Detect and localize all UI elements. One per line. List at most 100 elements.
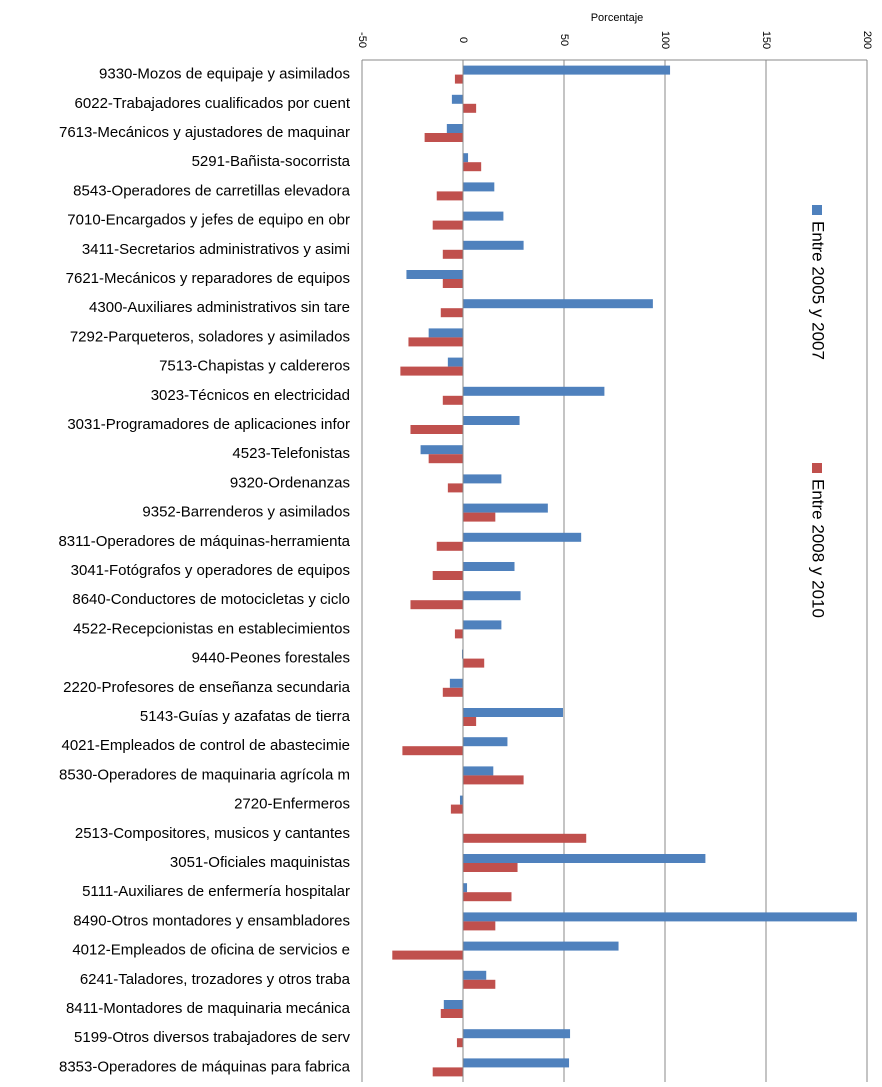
legend-swatch (812, 205, 822, 215)
y-tick-label: 3051-Oficiales maquinistas (170, 854, 350, 871)
bar (400, 366, 463, 376)
bar (463, 562, 515, 571)
y-tick-label: 3023-Técnicos en electricidad (151, 387, 350, 404)
bar (463, 854, 706, 863)
bar (424, 133, 463, 142)
y-tick-label: 9440-Peones forestales (192, 650, 350, 667)
bar (410, 425, 463, 434)
bar (463, 591, 521, 601)
x-tick-label: 100 (659, 31, 671, 49)
bar (463, 941, 619, 951)
bar (442, 249, 463, 259)
bar (463, 1029, 571, 1039)
bar (436, 191, 463, 201)
y-tick-label: 8490-Otros montadores y ensambladores (73, 912, 350, 929)
bar (463, 833, 587, 843)
bar (463, 416, 520, 425)
bar (442, 279, 463, 288)
y-tick-label: 5143-Guías y azafatas de tierra (140, 708, 351, 725)
y-tick-label: 9352-Barrenderos y asimilados (142, 504, 350, 521)
x-tick-label: 150 (760, 31, 772, 49)
y-tick-label: 3411-Secretarios administrativos y asimi (82, 241, 350, 258)
y-tick-label: 4523-Telefonistas (232, 445, 350, 462)
y-tick-label: 2720-Enfermeros (234, 796, 350, 813)
bar (463, 883, 468, 893)
bar (463, 863, 518, 872)
bar (442, 395, 463, 405)
bar (443, 1000, 463, 1009)
bar (463, 1058, 570, 1068)
y-tick-label: 5199-Otros diversos trabajadores de serv (74, 1029, 350, 1046)
bar (432, 1067, 463, 1077)
y-tick-label: 4300-Auxiliares administrativos sin tare (89, 299, 350, 316)
bar (463, 211, 504, 221)
bar (463, 737, 508, 747)
bar (463, 65, 671, 75)
bar (440, 1009, 463, 1018)
bar (463, 240, 524, 250)
y-tick-label: 7010-Encargados y jefes de equipo en obr (67, 212, 350, 229)
bar (463, 775, 524, 785)
bar (463, 182, 495, 192)
bar (447, 357, 463, 367)
bar (428, 328, 463, 338)
bar (461, 649, 463, 659)
bar (463, 474, 502, 484)
bar (463, 503, 548, 513)
bar (463, 386, 605, 396)
y-tick-label: 8411-Montadores de maquinaria mecánica (66, 1000, 351, 1017)
y-tick-label: 2513-Compositores, musicos y cantantes (75, 825, 350, 842)
x-tick-label: -50 (356, 32, 368, 48)
bar (463, 620, 502, 630)
chart-title: Porcentaje (591, 12, 644, 24)
legend-label: Entre 2005 y 2007 (809, 221, 828, 360)
y-tick-label: 8530-Operadores de maquinaria agrícola m (59, 766, 350, 783)
bar (449, 678, 463, 688)
y-tick-label: 4012-Empleados de oficina de servicios e (72, 942, 350, 959)
y-tick-label: 6022-Trabajadores cualificados por cuent (75, 95, 351, 112)
y-tick-label: 8311-Operadores de máquinas-herramienta (58, 533, 350, 550)
bar (446, 124, 463, 133)
y-tick-label: 3031-Programadores de aplicaciones infor (67, 416, 350, 433)
bar (463, 970, 487, 980)
y-tick-label: 7613-Mecánicos y ajustadores de maquinar (59, 124, 350, 141)
y-tick-label: 7292-Parqueteros, soladores y asimilados (70, 328, 350, 345)
y-tick-label: 4522-Recepcionistas en establecimientos (73, 620, 350, 637)
x-tick-label: 0 (457, 37, 469, 43)
x-tick-label: 200 (861, 31, 873, 49)
y-tick-label: 2220-Profesores de enseñanza secundaria (63, 679, 351, 696)
bar (410, 600, 463, 610)
bar (447, 483, 463, 493)
y-tick-label: 4021-Empleados de control de abastecimie (61, 737, 350, 754)
bar (463, 766, 494, 776)
bar (442, 687, 463, 697)
bar (420, 445, 463, 455)
y-tick-label: 8543-Operadores de carretillas elevadora (73, 182, 350, 199)
bar (451, 94, 463, 104)
y-tick-label: 9320-Ordenanzas (230, 474, 350, 491)
bar (463, 299, 653, 309)
y-tick-label: 5291-Bañista-socorrista (192, 153, 351, 170)
legend-label: Entre 2008 y 2010 (809, 479, 828, 618)
bar (428, 454, 463, 464)
y-tick-label: 7621-Mecánicos y reparadores de equipos (66, 270, 350, 287)
bar (392, 950, 463, 960)
bar (463, 979, 496, 989)
bar (456, 1038, 463, 1048)
y-tick-label: 5111-Auxiliares de enfermería hospitalar (82, 883, 350, 900)
bar (406, 270, 463, 279)
bar (463, 708, 563, 717)
bar (463, 912, 857, 922)
bar (463, 892, 512, 902)
y-tick-label: 3041-Fotógrafos y operadores de equipos (71, 562, 350, 579)
bar (463, 717, 477, 726)
bar (463, 512, 496, 522)
x-tick-label: 50 (558, 34, 570, 46)
bar (436, 541, 463, 551)
bar (454, 74, 463, 84)
y-tick-label: 8640-Conductores de motocicletas y ciclo (72, 591, 350, 608)
bar (463, 153, 469, 163)
bar (463, 921, 496, 931)
bar (402, 746, 463, 756)
